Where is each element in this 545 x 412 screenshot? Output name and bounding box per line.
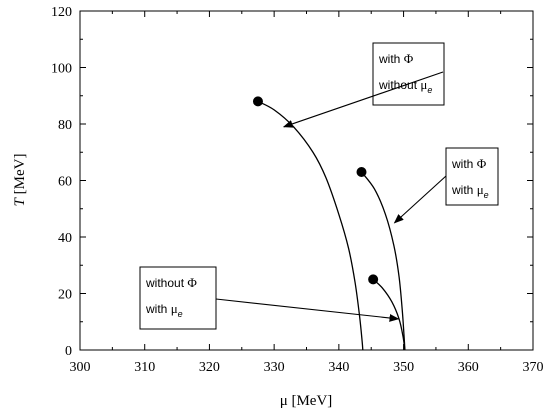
x-tick-label: 360: [458, 360, 479, 375]
annotation-symbol: μ: [477, 182, 484, 197]
y-tick-label: 40: [58, 231, 72, 246]
annotation-prefix: without: [378, 78, 420, 92]
y-tick-label: 120: [51, 5, 72, 20]
annotation-box-3: [139, 266, 217, 330]
annotation-symbol: Φ: [187, 275, 197, 290]
annotation-arrow-2: [393, 175, 447, 224]
annotation-line-1-1: with Φ: [378, 51, 414, 66]
annotation-prefix: with: [145, 302, 171, 316]
x-tick-label: 310: [134, 360, 155, 375]
annotation-prefix: with: [378, 52, 404, 66]
critical-endpoint-2: [356, 167, 367, 178]
x-tick-label: 300: [70, 360, 91, 375]
y-ticks: 0 20 40 60 80 100 120: [51, 5, 533, 359]
critical-endpoint-3: [368, 274, 379, 285]
annotation-symbol: μ: [171, 301, 178, 316]
annotation-line-1-2: without μe: [378, 77, 432, 95]
annotation-prefix: with: [451, 183, 477, 197]
annotation-line-2-1: with Φ: [451, 156, 487, 171]
annotation-box-2: [445, 147, 499, 206]
annotation-box-1: [372, 42, 445, 106]
annotation-subscript: e: [178, 309, 183, 319]
x-axis-title: μ [MeV]: [280, 393, 333, 409]
series-line-2: [360, 171, 406, 351]
annotation-prefix: without: [145, 276, 187, 290]
series-line-3: [372, 278, 406, 351]
y-axis-title-symbol: T: [12, 196, 28, 206]
annotation-symbol: μ: [420, 77, 427, 92]
series-line-1: [257, 100, 364, 351]
annotation-line-3-1: without Φ: [145, 275, 197, 290]
x-tick-label: 340: [328, 360, 349, 375]
annotation-line-3-2: with μe: [145, 301, 183, 319]
annotation-line-2-2: with μe: [451, 182, 489, 200]
x-ticks: 300 310 320 330 340 350 360 370: [70, 11, 544, 375]
y-tick-label: 20: [58, 288, 72, 303]
y-axis-title: T [MeV]: [12, 154, 28, 207]
x-tick-label: 350: [393, 360, 414, 375]
x-tick-label: 320: [199, 360, 220, 375]
annotation-symbol: Φ: [404, 51, 414, 66]
y-tick-label: 80: [58, 118, 72, 133]
annotation-arrow-1: [282, 71, 444, 128]
y-tick-label: 100: [51, 62, 72, 77]
x-tick-label: 370: [523, 360, 544, 375]
annotation-symbol: Φ: [477, 156, 487, 171]
annotation-subscript: e: [484, 190, 489, 200]
x-tick-label: 330: [264, 360, 285, 375]
y-tick-label: 0: [65, 344, 72, 359]
critical-endpoint-1: [252, 96, 263, 107]
curves: [252, 96, 406, 351]
y-tick-label: 60: [58, 175, 72, 190]
annotation-arrow-3: [215, 298, 400, 322]
annotation-subscript: e: [427, 85, 432, 95]
annotation-prefix: with: [451, 157, 477, 171]
y-axis-title-unit: [MeV]: [12, 154, 28, 199]
